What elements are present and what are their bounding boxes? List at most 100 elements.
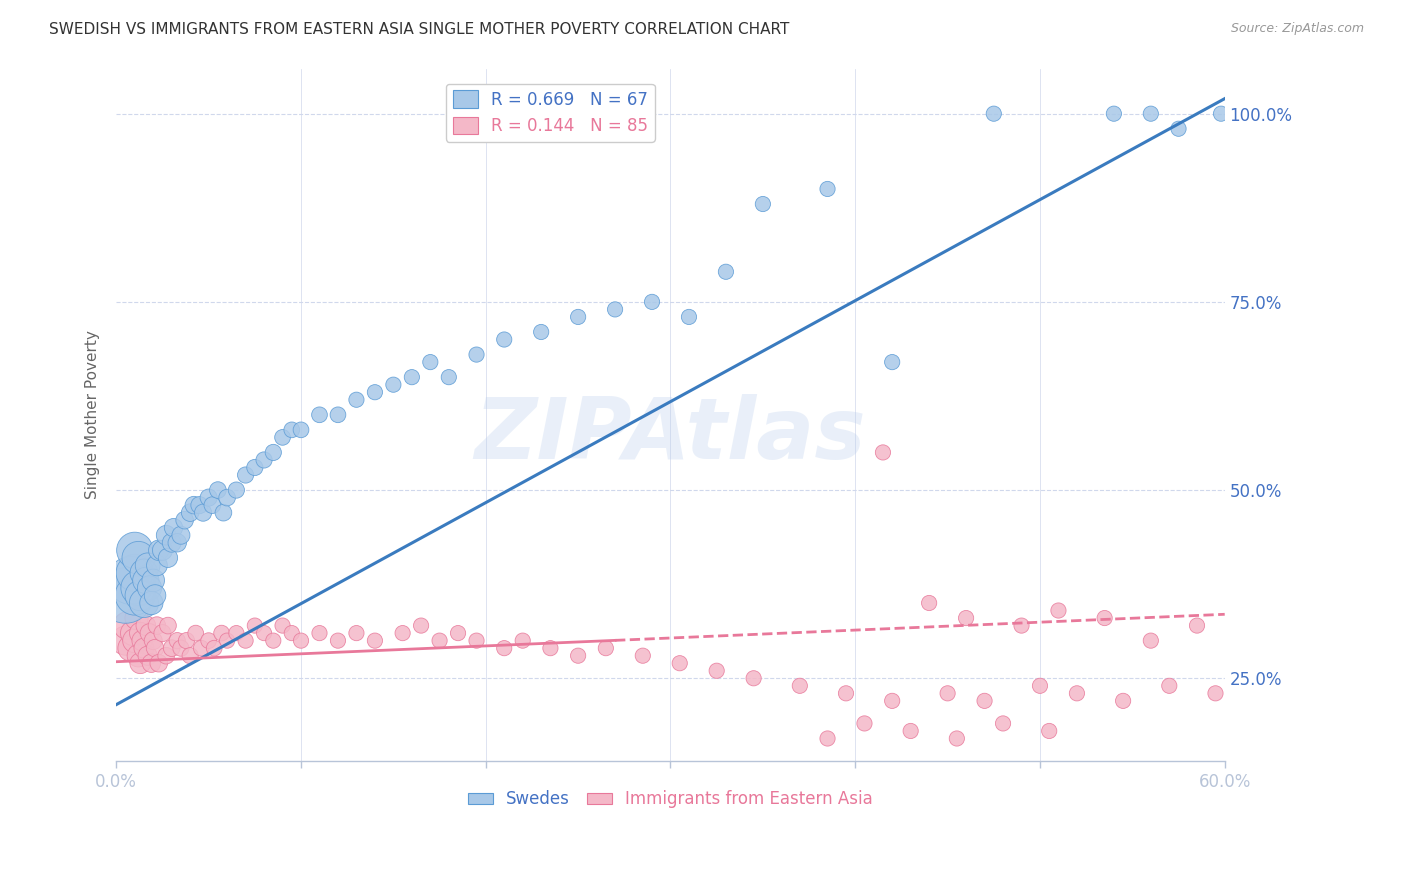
Point — [184, 626, 207, 640]
Point — [1011, 618, 1033, 632]
Point — [1232, 626, 1254, 640]
Point — [155, 648, 177, 663]
Point — [538, 641, 561, 656]
Point — [1167, 121, 1189, 136]
Point — [1159, 679, 1181, 693]
Point — [122, 626, 145, 640]
Point — [142, 574, 165, 588]
Point — [382, 377, 405, 392]
Point — [155, 528, 177, 542]
Point — [135, 574, 157, 588]
Point — [170, 528, 193, 542]
Point — [494, 641, 516, 656]
Point — [114, 589, 136, 603]
Point — [567, 310, 589, 324]
Point — [447, 626, 470, 640]
Point — [129, 657, 152, 671]
Text: Source: ZipAtlas.com: Source: ZipAtlas.com — [1230, 22, 1364, 36]
Point — [176, 633, 198, 648]
Point — [918, 596, 941, 610]
Point — [494, 333, 516, 347]
Point — [141, 596, 163, 610]
Point — [1140, 633, 1163, 648]
Point — [120, 641, 142, 656]
Point — [141, 657, 163, 671]
Point — [235, 633, 257, 648]
Point — [900, 723, 922, 738]
Point — [946, 731, 969, 746]
Point — [973, 694, 995, 708]
Point — [1047, 603, 1070, 617]
Point — [225, 483, 247, 497]
Point — [789, 679, 811, 693]
Point — [124, 589, 146, 603]
Point — [281, 626, 304, 640]
Point — [391, 626, 413, 640]
Point — [595, 641, 617, 656]
Point — [1066, 686, 1088, 700]
Point — [567, 648, 589, 663]
Point — [183, 498, 205, 512]
Point — [160, 535, 183, 549]
Point — [326, 633, 349, 648]
Point — [131, 633, 153, 648]
Point — [346, 626, 368, 640]
Point — [166, 633, 188, 648]
Point — [166, 535, 188, 549]
Point — [530, 325, 553, 339]
Point — [207, 483, 229, 497]
Point — [135, 618, 157, 632]
Point — [190, 641, 212, 656]
Point — [882, 694, 904, 708]
Point — [817, 731, 839, 746]
Point — [136, 558, 159, 573]
Point — [271, 430, 294, 444]
Point — [409, 618, 432, 632]
Point — [1102, 106, 1125, 120]
Point — [290, 633, 312, 648]
Point — [148, 657, 170, 671]
Point — [512, 633, 534, 648]
Point — [1094, 611, 1116, 625]
Point — [752, 197, 775, 211]
Point — [364, 385, 387, 400]
Point — [835, 686, 858, 700]
Point — [156, 550, 179, 565]
Point — [127, 581, 149, 595]
Point — [271, 618, 294, 632]
Point — [991, 716, 1014, 731]
Point — [156, 618, 179, 632]
Point — [124, 633, 146, 648]
Point — [1140, 106, 1163, 120]
Point — [281, 423, 304, 437]
Point — [124, 543, 146, 558]
Point — [117, 618, 139, 632]
Point — [706, 664, 728, 678]
Point — [152, 626, 174, 640]
Point — [1185, 618, 1208, 632]
Point — [243, 618, 266, 632]
Point — [132, 566, 155, 580]
Point — [211, 626, 233, 640]
Point — [641, 294, 664, 309]
Legend: Swedes, Immigrants from Eastern Asia: Swedes, Immigrants from Eastern Asia — [461, 784, 880, 815]
Point — [326, 408, 349, 422]
Point — [217, 633, 239, 648]
Point — [631, 648, 654, 663]
Point — [1029, 679, 1052, 693]
Point — [1204, 686, 1226, 700]
Point — [152, 543, 174, 558]
Point — [678, 310, 700, 324]
Point — [290, 423, 312, 437]
Point — [346, 392, 368, 407]
Point — [127, 550, 149, 565]
Point — [142, 633, 165, 648]
Point — [235, 468, 257, 483]
Point — [603, 302, 626, 317]
Point — [882, 355, 904, 369]
Point — [212, 506, 235, 520]
Point — [364, 633, 387, 648]
Point — [179, 648, 201, 663]
Text: ZIPAtlas: ZIPAtlas — [475, 394, 866, 477]
Point — [146, 618, 169, 632]
